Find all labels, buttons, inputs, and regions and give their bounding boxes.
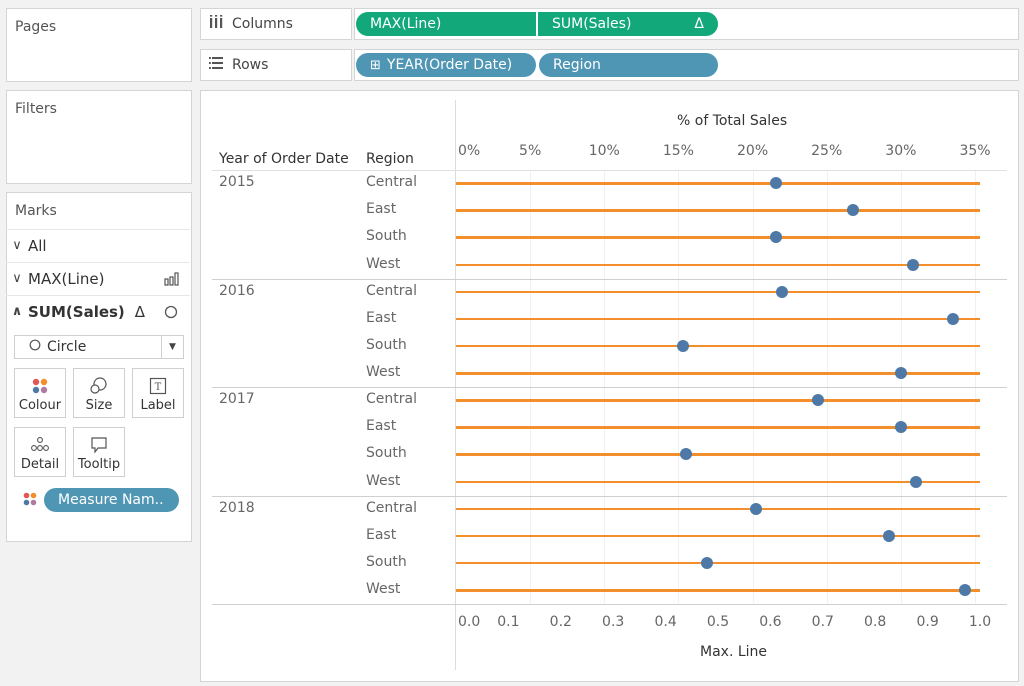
marks-all-label: All <box>28 236 47 255</box>
tooltip-card-label: Tooltip <box>77 457 121 472</box>
tooltip-icon <box>74 436 124 458</box>
bar-chart-icon <box>164 272 180 290</box>
detail-card[interactable]: Detail <box>14 427 66 477</box>
delta-icon: Δ <box>694 16 704 32</box>
colour-card-label: Colour <box>18 398 62 413</box>
svg-text:T: T <box>155 382 162 393</box>
marks-sumsales-label: SUM(Sales) <box>28 302 125 321</box>
chevron-down-icon[interactable]: ▼ <box>161 336 183 358</box>
size-card-label: Size <box>85 398 113 413</box>
rows-pill-region[interactable]: Region <box>539 53 718 77</box>
size-card[interactable]: Size <box>73 368 125 418</box>
filters-panel[interactable]: Filters <box>6 90 192 184</box>
viz-panel <box>200 90 1019 682</box>
rows-icon <box>206 56 226 74</box>
rows-pill-year[interactable]: ⊞ YEAR(Order Date) <box>356 53 536 77</box>
marks-sumsales-row[interactable]: ∧ SUM(Sales) Δ <box>6 295 190 327</box>
detail-dots-icon <box>15 436 65 456</box>
measure-names-pill[interactable]: Measure Nam.. <box>44 488 179 512</box>
marks-all-row[interactable]: ∨ All <box>6 229 190 261</box>
columns-shelf-label: Columns <box>206 15 293 33</box>
size-icon <box>74 377 124 399</box>
mark-type-dropdown[interactable]: Circle ▼ <box>14 335 184 359</box>
columns-shelf-label-box <box>200 8 352 40</box>
columns-label: Columns <box>232 16 293 32</box>
label-card-label: Label <box>140 398 176 413</box>
mark-type-label: Circle <box>47 339 87 355</box>
pages-panel[interactable]: Pages <box>6 8 192 82</box>
detail-card-label: Detail <box>20 457 60 472</box>
expand-plus-icon[interactable]: ⊞ <box>370 57 381 73</box>
pages-title: Pages <box>15 19 57 35</box>
label-card[interactable]: T Label <box>132 368 184 418</box>
marks-title: Marks <box>15 203 57 219</box>
rows-label: Rows <box>232 57 269 73</box>
chevron-up-icon: ∧ <box>11 304 23 319</box>
marks-maxline-row[interactable]: ∨ MAX(Line) <box>6 262 190 294</box>
colour-card[interactable]: Colour <box>14 368 66 418</box>
circle-icon <box>164 305 178 323</box>
rows-pill-year-label: YEAR(Order Date) <box>386 57 513 73</box>
columns-pill-sumsales-label: SUM(Sales) <box>552 16 632 32</box>
colour-dots-icon <box>15 377 65 399</box>
circle-outline-icon <box>29 339 41 355</box>
rows-shelf-label: Rows <box>206 56 268 74</box>
tooltip-card[interactable]: Tooltip <box>73 427 125 477</box>
rows-shelf-label-box <box>200 49 352 81</box>
columns-icon <box>206 15 226 33</box>
label-icon: T <box>133 377 183 399</box>
chevron-down-icon: ∨ <box>12 271 22 286</box>
columns-pill-sumsales[interactable]: SUM(Sales) Δ <box>538 12 718 36</box>
marks-maxline-label: MAX(Line) <box>28 269 105 288</box>
colour-dots-icon <box>22 491 38 511</box>
delta-icon: Δ <box>134 302 146 321</box>
filters-title: Filters <box>15 101 57 117</box>
chevron-down-icon: ∨ <box>12 238 22 253</box>
columns-pill-maxline[interactable]: MAX(Line) <box>356 12 536 36</box>
marks-panel: Marks <box>6 192 192 542</box>
